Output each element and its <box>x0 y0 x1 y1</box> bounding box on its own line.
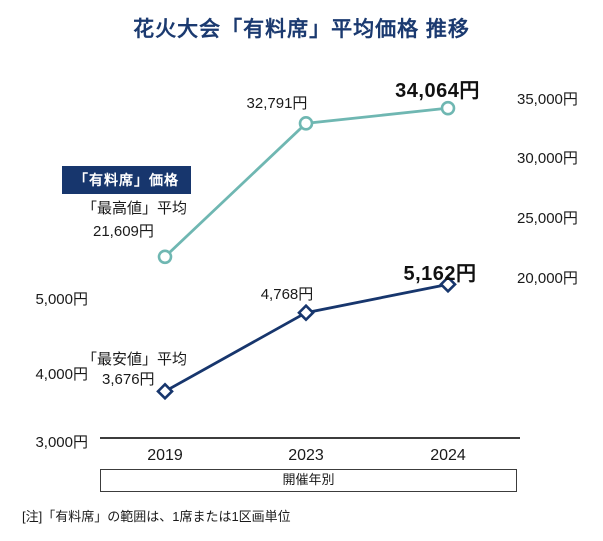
x-axis-label-box: 開催年別 <box>100 469 517 492</box>
footnote: [注]「有料席」の範囲は、1席または1区画単位 <box>22 509 291 524</box>
x-axis-line <box>100 437 520 439</box>
min-series-first-value: 3,676円 <box>102 371 155 388</box>
left-axis-tick: 3,000円 <box>35 434 88 451</box>
left-axis-tick: 4,000円 <box>35 366 88 383</box>
x-tick-2024: 2024 <box>430 447 466 464</box>
min-series-label: 「最安値」平均 <box>82 351 188 368</box>
min-2023-value-label: 4,768円 <box>260 286 314 303</box>
right-axis-tick: 30,000円 <box>517 150 578 167</box>
x-tick-2023: 2023 <box>288 447 324 464</box>
max-2024-value-label: 34,064円 <box>395 80 480 102</box>
right-axis-tick: 20,000円 <box>517 270 578 287</box>
max-2023-value-label: 32,791円 <box>246 95 308 112</box>
max-series-first-value: 21,609円 <box>93 223 154 240</box>
chart-title: 花火大会「有料席」平均価格 推移 <box>133 18 470 41</box>
left-axis-tick: 5,000円 <box>35 291 88 308</box>
paid-seat-price-badge: 「有料席」価格 <box>62 166 191 194</box>
max-series-label: 「最高値」平均 <box>82 200 188 217</box>
right-axis-tick: 35,000円 <box>517 91 578 108</box>
min-2024-value-label: 5,162円 <box>403 263 477 285</box>
right-axis-tick: 25,000円 <box>517 210 578 227</box>
x-tick-2019: 2019 <box>147 447 183 464</box>
